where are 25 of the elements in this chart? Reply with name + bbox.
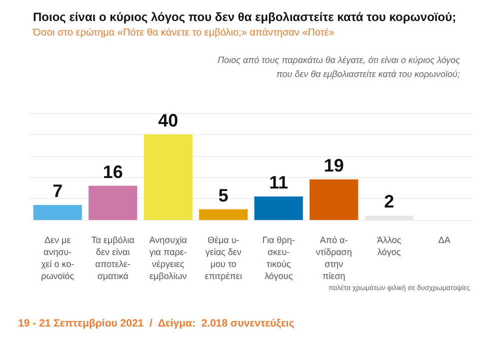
data-label: 2 bbox=[384, 192, 394, 212]
chart-title: Ποιος είναι ο κύριος λόγος που δεν θα εμβολιαστείτε κατά του κορωνοϊού; bbox=[33, 10, 456, 24]
text: Ποιος από τους παρακάτω θα λέγατε, ότι είναι ο κύριος λόγος που δεν θα εμβολιαστείτε κατά του κορωνοϊού; bbox=[218, 55, 461, 79]
data-label: 5 bbox=[218, 185, 228, 206]
bar bbox=[144, 134, 192, 220]
x-tick-label: Θέμα υ- γείας δεν μου το επιτρέπει bbox=[204, 235, 242, 281]
data-label: 16 bbox=[102, 162, 123, 182]
chart-subtitle: Όσοι στο ερώτημα «Πότε θα κάνετε το εμβόλιο;» απάντησαν «Ποτέ» bbox=[32, 28, 335, 38]
x-tick-label: Από α- ντίδραση στην πίεση bbox=[316, 235, 352, 281]
bar bbox=[88, 186, 138, 220]
data-label: 11 bbox=[269, 172, 288, 192]
bar bbox=[310, 179, 358, 220]
x-tick-label: Για θρη- σκευ- τικούς λόγους bbox=[262, 235, 295, 281]
x-tick-label: Άλλος λόγος bbox=[377, 235, 402, 257]
x-tick-label: Δεν με ανησυ- χεί ο κο- ρωνοϊός bbox=[41, 235, 75, 281]
bar bbox=[199, 209, 248, 220]
bar bbox=[33, 205, 82, 220]
x-tick-label: Τα εμβόλια δεν είναι αποτελε- σματικά bbox=[91, 235, 134, 281]
text: 19 - 21 Σεπτεμβρίου 2021 / Δείγμα: 2.018 συνεντεύξεις bbox=[18, 318, 295, 330]
data-label: 19 bbox=[324, 155, 344, 176]
data-label: 7 bbox=[52, 181, 63, 202]
x-tick-label: ΔΑ bbox=[438, 235, 450, 245]
bar bbox=[254, 196, 303, 220]
x-tick-label: Ανησυχία για παρε- νέργειες εμβολίων bbox=[149, 235, 188, 281]
data-label: 40 bbox=[158, 110, 178, 130]
